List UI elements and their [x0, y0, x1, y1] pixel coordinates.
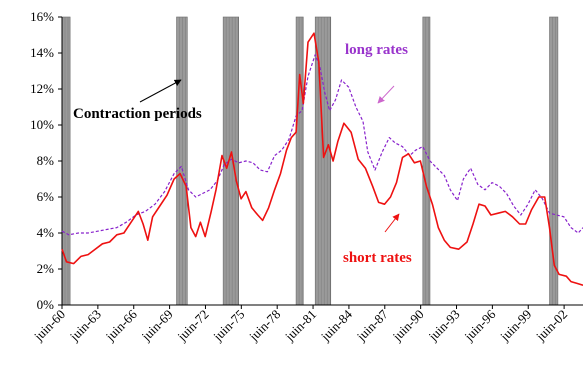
x-tick-label: juin-81: [281, 307, 319, 345]
contraction-arrow: [139, 79, 182, 103]
x-tick-label: juin-96: [461, 306, 499, 344]
y-tick-label: 16%: [30, 9, 54, 24]
long-rates-annotation: long rates: [345, 42, 408, 58]
series-layer: [61, 32, 583, 286]
short-rates-arrow: [384, 213, 400, 233]
y-tick-label: 14%: [30, 45, 54, 60]
x-tick-label: juin-60: [30, 307, 68, 345]
contraction-periods-annotation: Contraction periods: [73, 106, 202, 122]
x-tick-label: juin-99: [496, 307, 534, 345]
x-tick-label: juin-02: [532, 307, 570, 345]
y-tick-label: 10%: [30, 117, 54, 132]
annotations: Contraction periods long rates short rat…: [73, 42, 412, 266]
long-rates-arrow: [377, 85, 395, 104]
x-tick-label: juin-78: [245, 307, 283, 345]
x-tick-label: juin-69: [138, 307, 176, 345]
y-tick-label: 6%: [37, 189, 55, 204]
x-tick-label: juin-87: [353, 306, 391, 344]
x-tick-label: juin-63: [66, 307, 104, 345]
short-rates-annotation: short rates: [343, 250, 412, 266]
y-tick-label: 4%: [37, 225, 55, 240]
x-tick-label: juin-66: [102, 306, 140, 344]
contraction-bands: [61, 16, 559, 306]
x-tick-label: juin-84: [317, 306, 355, 344]
y-tick-label: 12%: [30, 81, 54, 96]
long-rates-line: [61, 54, 583, 236]
x-tick-label: juin-93: [425, 307, 463, 345]
x-tick-labels: juin-60juin-63juin-66juin-69juin-72juin-…: [30, 305, 570, 344]
x-tick-label: juin-75: [210, 307, 248, 345]
short-rates-line: [61, 32, 583, 286]
y-tick-label: 8%: [37, 153, 55, 168]
x-tick-label: juin-72: [174, 307, 212, 345]
y-tick-label: 0%: [37, 297, 55, 312]
y-tick-label: 2%: [37, 261, 55, 276]
x-tick-label: juin-90: [389, 307, 427, 345]
y-tick-labels: 0% 2% 4% 6% 8% 10% 12% 14% 16%: [30, 9, 62, 312]
